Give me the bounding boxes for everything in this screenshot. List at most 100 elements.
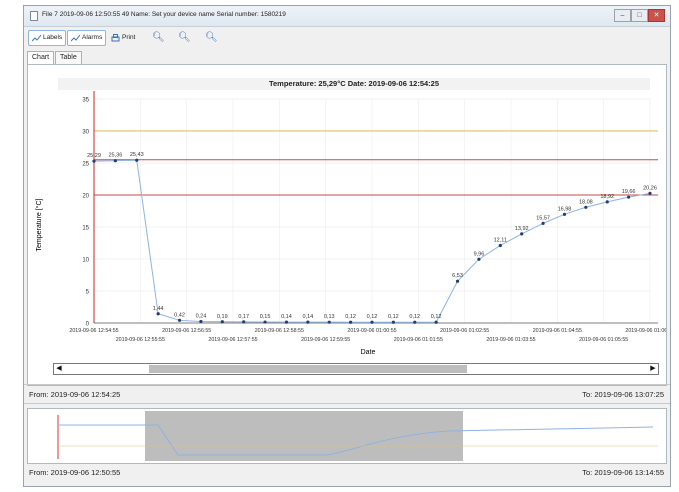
divider xyxy=(24,384,670,385)
data-label: 18,92 xyxy=(600,194,614,200)
data-point xyxy=(284,320,289,324)
data-label: 9,96 xyxy=(474,251,485,257)
maximize-button[interactable]: □ xyxy=(631,9,648,22)
overview-to: To: 2019-09-06 13:14:55 xyxy=(582,468,664,477)
data-point xyxy=(648,191,652,195)
data-point xyxy=(584,205,588,209)
tab-chart[interactable]: Chart xyxy=(27,51,55,65)
y-tick-label: 15 xyxy=(82,226,89,232)
data-point xyxy=(156,312,160,316)
overview-series-line xyxy=(58,424,654,456)
scroll-left-button[interactable]: ◀ xyxy=(56,365,62,372)
zoom-in-icon[interactable]: 🔍︎ xyxy=(152,32,165,43)
data-point xyxy=(562,212,567,216)
data-point xyxy=(627,195,631,199)
x-tick-label: 2019-09-06 01:01:55 xyxy=(394,337,443,343)
data-label: 1,44 xyxy=(153,306,164,312)
zoom-out-icon[interactable]: 🔍︎ xyxy=(178,32,191,43)
data-point xyxy=(135,158,139,162)
labels-button[interactable]: Labels xyxy=(28,30,67,46)
data-label: 20,26 xyxy=(643,185,657,191)
data-point xyxy=(370,320,374,324)
close-button[interactable]: ✕ xyxy=(648,9,665,22)
data-point xyxy=(263,320,267,324)
toolbar: Labels Alarms Print 🔍︎ 🔍︎ 🔍︎ xyxy=(24,27,670,49)
data-point xyxy=(498,243,502,248)
data-label: 0,12 xyxy=(388,314,399,320)
overview-selection[interactable] xyxy=(145,411,463,461)
minimize-button[interactable]: – xyxy=(614,9,631,22)
data-label: 0,15 xyxy=(260,314,271,320)
window-title: File 7 2019-09-06 12:50:55 49 Name: Set … xyxy=(42,11,286,18)
scroll-thumb[interactable] xyxy=(149,365,467,373)
data-label: 18,08 xyxy=(579,199,593,205)
x-tick-label: 2019-09-06 12:54:55 xyxy=(69,328,118,334)
data-point xyxy=(520,232,524,236)
data-point xyxy=(477,257,481,261)
data-label: 0,24 xyxy=(196,313,207,319)
data-label: 25,43 xyxy=(130,152,144,158)
data-point xyxy=(605,200,609,204)
alarms-button[interactable]: Alarms xyxy=(67,30,107,46)
data-point xyxy=(434,320,438,324)
data-label: 0,14 xyxy=(302,314,313,320)
scroll-right-button[interactable]: ▶ xyxy=(650,365,656,372)
data-point xyxy=(455,279,460,283)
file-icon xyxy=(30,11,38,21)
x-tick-label: 2019-09-06 01:04:55 xyxy=(533,328,582,334)
chart-icon xyxy=(71,34,80,42)
data-label: 6,53 xyxy=(452,273,463,279)
y-tick-label: 0 xyxy=(86,322,90,328)
y-tick-label: 30 xyxy=(82,130,89,136)
chart-scrollbar[interactable]: ◀ ▶ xyxy=(53,363,659,375)
data-label: 0,13 xyxy=(324,314,335,320)
data-point xyxy=(349,320,353,324)
x-axis-label: Date xyxy=(361,349,376,356)
overview-chart xyxy=(57,415,658,459)
data-label: 0,14 xyxy=(281,314,292,320)
data-label: 13,92 xyxy=(515,226,529,232)
y-tick-label: 5 xyxy=(86,290,90,296)
x-tick-label: 2019-09-06 01:00:55 xyxy=(347,328,396,334)
data-label: 12,11 xyxy=(494,237,507,243)
y-tick-label: 25 xyxy=(82,162,89,168)
data-label: 16,98 xyxy=(558,206,572,212)
data-label: 0,12 xyxy=(431,314,442,320)
print-button[interactable]: Print xyxy=(108,30,138,46)
data-label: 0,17 xyxy=(238,314,249,320)
data-point xyxy=(413,320,417,324)
y-tick-label: 35 xyxy=(82,98,89,104)
data-label: 0,12 xyxy=(345,314,356,320)
x-tick-label: 2019-09-06 01:06:55 xyxy=(625,328,666,334)
temperature-chart[interactable]: 0 5 10 15 20 25 30 35 2019-09-06 12:54:55 2019-09… xyxy=(28,65,666,361)
data-label: 0,12 xyxy=(367,314,378,320)
x-tick-label: 2019-09-06 12:57:55 xyxy=(208,337,257,343)
data-point xyxy=(306,320,310,324)
data-label: 25,29 xyxy=(87,153,101,159)
tab-table[interactable]: Table xyxy=(55,51,82,64)
y-tick-label: 20 xyxy=(82,194,89,200)
data-label: 25,36 xyxy=(109,153,123,159)
chart-icon xyxy=(32,34,41,42)
print-icon xyxy=(111,34,120,42)
range-from: From: 2019-09-06 12:54:25 xyxy=(29,390,121,399)
zoom-reset-icon[interactable]: 🔍︎ xyxy=(205,32,218,43)
app-window: File 7 2019-09-06 12:50:55 49 Name: Set … xyxy=(23,5,671,487)
data-point xyxy=(242,320,246,324)
data-point xyxy=(113,159,117,163)
y-tick-label: 10 xyxy=(82,258,89,264)
data-point xyxy=(199,319,203,324)
overview-from: From: 2019-09-06 12:50:55 xyxy=(29,468,121,477)
x-tick-label: 2019-09-06 12:58:55 xyxy=(255,328,304,334)
data-point xyxy=(391,320,395,324)
overview-navigator[interactable] xyxy=(27,408,667,464)
data-label: 0,19 xyxy=(217,314,228,320)
data-label: 19,66 xyxy=(622,189,636,195)
data-point xyxy=(92,159,96,163)
data-label: 0,12 xyxy=(409,314,420,320)
x-tick-label: 2019-09-06 01:03:55 xyxy=(486,337,535,343)
data-point xyxy=(220,320,224,324)
title-bar: File 7 2019-09-06 12:50:55 49 Name: Set … xyxy=(24,6,670,27)
chart-title: Temperature: 25,29°C Date: 2019-09-06 12… xyxy=(58,78,650,90)
chart-panel: Temperature: 25,29°C Date: 2019-09-06 12… xyxy=(27,64,667,386)
